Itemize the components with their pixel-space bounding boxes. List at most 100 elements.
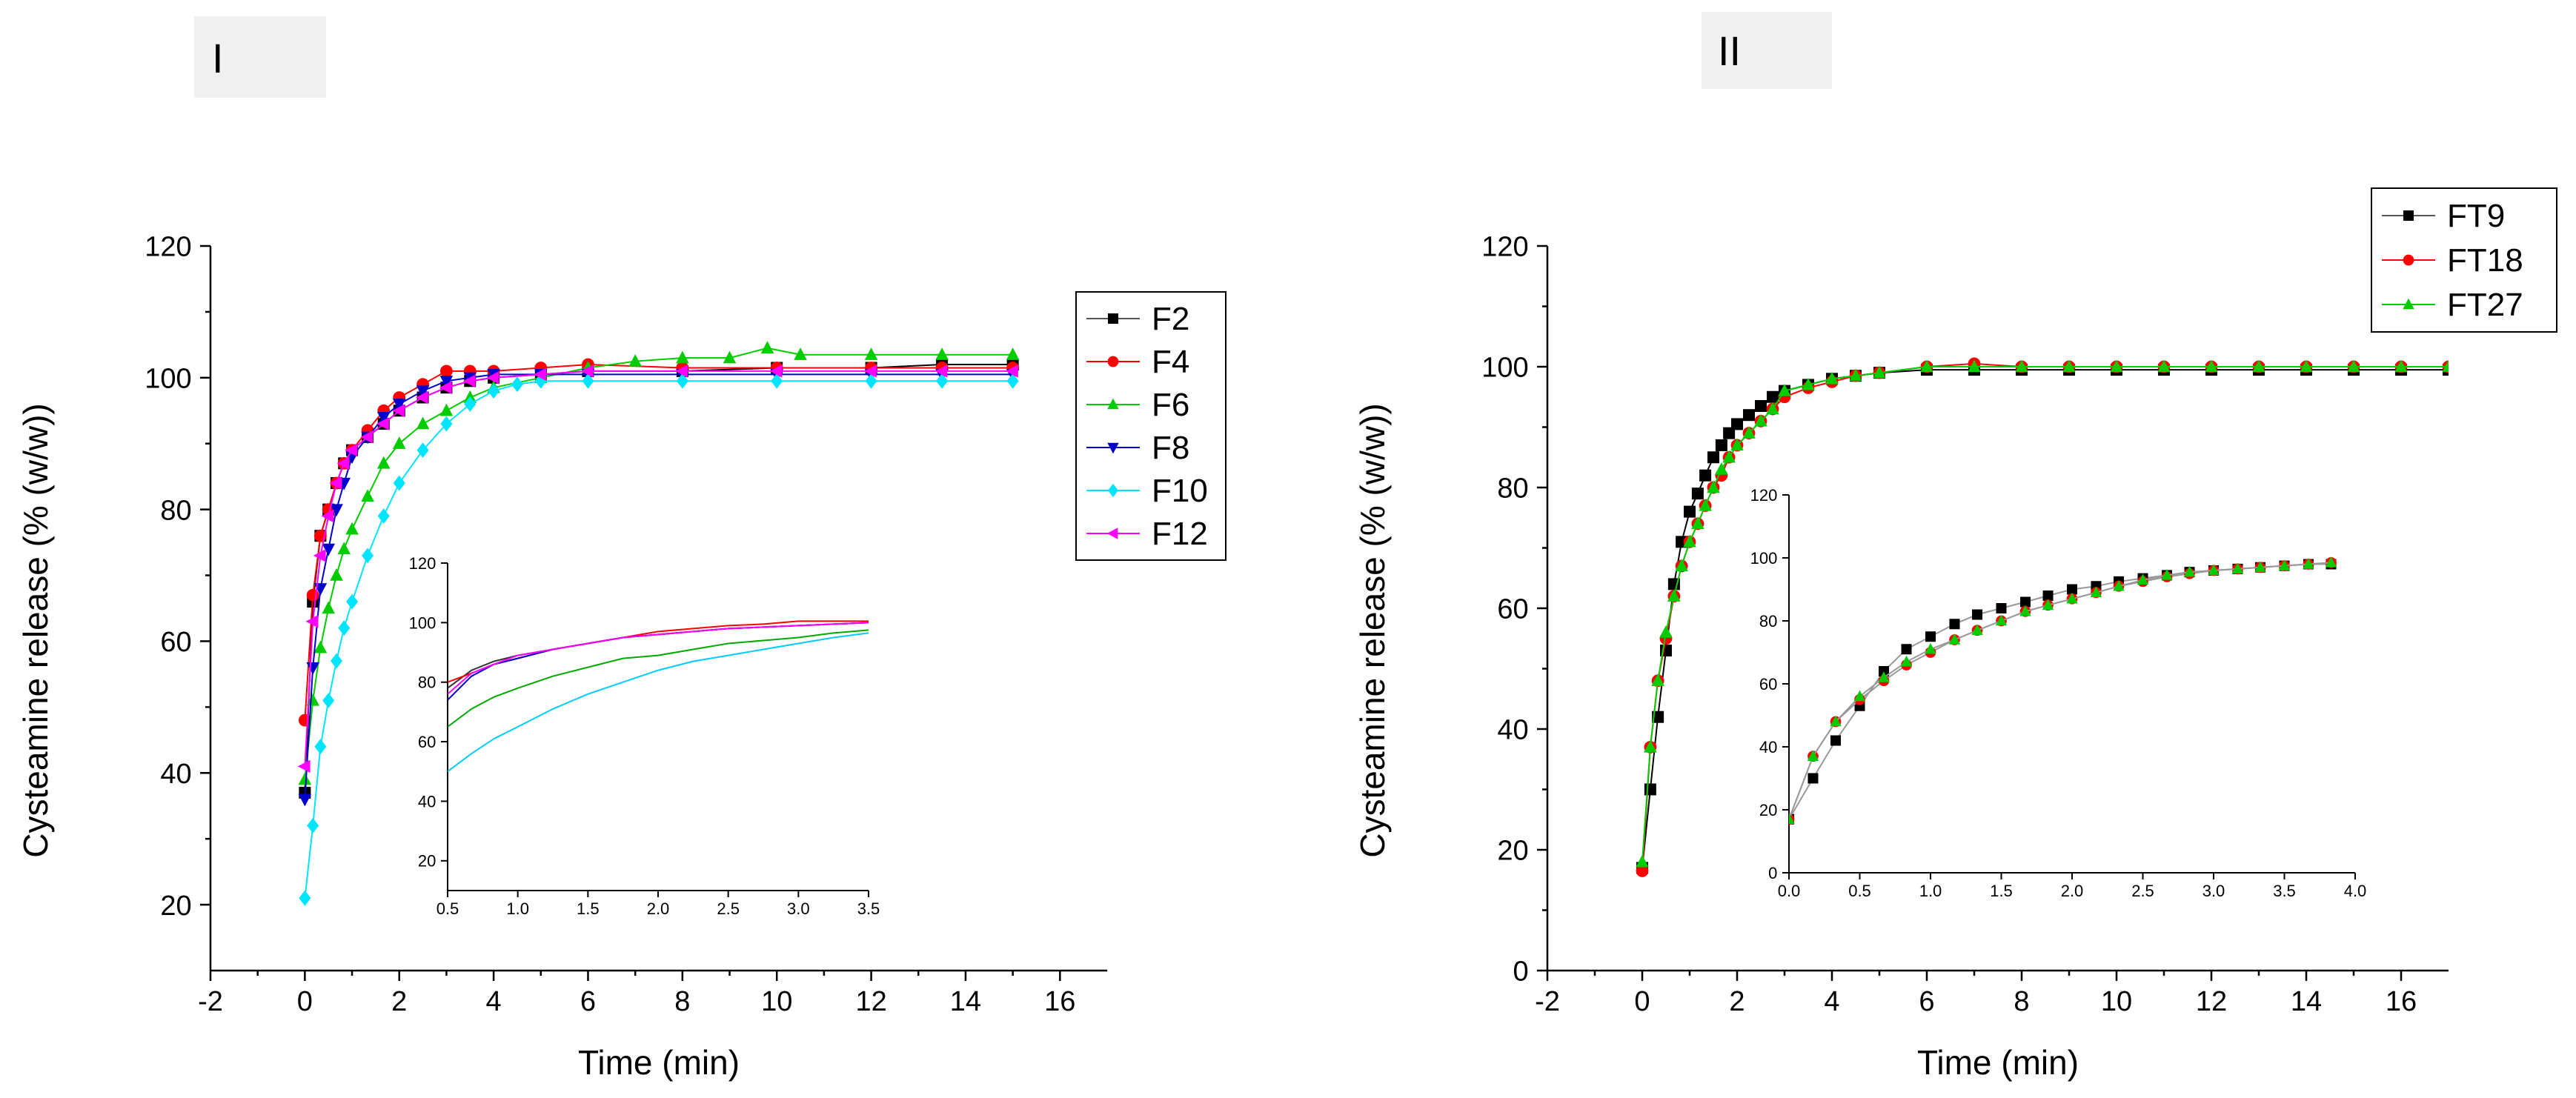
panel-II-inset-x-tick-label: 1.0 (1919, 882, 1942, 900)
panel-I-inset-line-F10 (448, 632, 869, 773)
panel-I-inset-series-F12 (448, 622, 869, 695)
panel-I-line-F2 (304, 364, 1013, 793)
panel-I-point-F10 (464, 396, 477, 412)
panel-II-x-tick-label: -2 (1535, 986, 1560, 1017)
panel-II-y-tick-label: 0 (1513, 956, 1528, 988)
panel-II-point-FT9 (1691, 488, 1704, 500)
panel-II-inset-point-FT27 (2231, 562, 2244, 574)
panel-II-inset-y-tick-label: 60 (1759, 675, 1777, 693)
panel-II-legend-marker (2403, 298, 2414, 310)
panel-II-inset-point-FT9 (2042, 590, 2054, 601)
panel-I-point-F10 (771, 373, 783, 389)
panel-II-point-FT27 (1920, 359, 1933, 373)
panel-I-point-F8 (392, 399, 406, 411)
panel-I-point-F10 (338, 620, 351, 636)
panel-I-point-F12 (360, 430, 374, 444)
panel-II-label: II (1702, 12, 1832, 89)
panel-II-point-FT9 (1723, 427, 1736, 439)
panel-II-point-FT9 (1731, 418, 1743, 430)
panel-I-point-F12 (935, 365, 948, 378)
panel-I-point-F12 (439, 381, 452, 394)
panel-I-point-F8 (416, 385, 430, 399)
panel-II-inset-point-FT9 (1807, 773, 1819, 784)
panel-II-inset-point-FT27 (1925, 642, 1936, 654)
panel-II-point-FT27 (2157, 359, 2171, 373)
panel-II-x-tick-label: 16 (2386, 986, 2417, 1017)
panel-I-inset-y-tick-label: 60 (418, 733, 436, 751)
panel-I-legend-item-F8: F8 (1086, 430, 1189, 466)
panel-II-inset-y-tick-label: 40 (1759, 738, 1777, 756)
panel-I-point-F6 (439, 403, 454, 416)
panel-II-inset: 0.0 0.5 1.0 1.5 2.0 2.5 3.0 3.5 4.0 0 20 40 60 80 100 1… (1750, 486, 2367, 900)
panel-II-inset-point-FT9 (2067, 584, 2077, 595)
panel-I-point-F12 (415, 390, 428, 405)
panel-I-point-F12 (392, 404, 405, 418)
panel-I-point-F6 (330, 568, 343, 581)
panel-I-point-F12 (486, 371, 499, 385)
panel-I-line-F8 (304, 373, 1013, 799)
panel-II-legend-label: FT27 (2447, 287, 2523, 323)
panel-II-inset-point-FT27 (2066, 592, 2078, 604)
panel-I-inset-series-F6 (448, 629, 869, 728)
panel-I-legend-label: F2 (1152, 301, 1189, 337)
panel-I-x-tick-label: 2 (391, 986, 407, 1017)
panel-II-x-tick-label: 12 (2196, 986, 2227, 1017)
panel-I-point-F12 (863, 365, 877, 378)
panel-I-point-F10 (1006, 373, 1019, 389)
panel-II-inset-point-FT27 (1900, 655, 1913, 667)
panel-II-point-FT27 (1659, 625, 1673, 638)
panel-I-label-text: I (212, 35, 224, 81)
panel-II-point-FT27 (1802, 377, 1815, 390)
panel-I-inset-line-F12 (448, 622, 869, 695)
panel-II-inset-point-FT27 (2090, 586, 2102, 598)
panel-II-x-tick-label: 4 (1824, 986, 1839, 1017)
panel-I-point-F6 (313, 640, 328, 653)
panel-I-x-tick-label: 0 (297, 986, 313, 1017)
panel-I-point-F10 (488, 383, 500, 399)
panel-I-point-F10 (377, 508, 390, 524)
panel-II-legend-marker (2403, 254, 2414, 266)
panel-I-point-F6 (416, 416, 430, 430)
panel-II-point-FT9 (1767, 390, 1779, 403)
panel-I-legend-label: F6 (1152, 387, 1189, 423)
panel-I-series-F6 (298, 341, 1020, 785)
panel-I-point-F12 (297, 759, 311, 773)
panel-II-inset-point-FT27 (2254, 561, 2266, 573)
panel-I-y-tick-label: 100 (145, 363, 191, 394)
panel-I-legend-label: F4 (1152, 344, 1189, 380)
panel-I-point-F6 (322, 601, 336, 614)
panel-II-x-tick-label: 6 (1919, 986, 1934, 1017)
panel-I-series-F2 (299, 359, 1019, 799)
panel-II-inset-series-FT27 (1789, 556, 2337, 825)
panel-I-point-F4 (306, 588, 319, 602)
panel-II-inset-point-FT27 (2183, 565, 2196, 577)
panel-II-point-FT27 (2252, 359, 2265, 373)
panel-I-label: I (194, 16, 326, 98)
panel-II-y-tick-label: 80 (1497, 473, 1528, 505)
panel-II-point-FT9 (1707, 451, 1719, 464)
panel-I-series-F8 (298, 369, 1020, 807)
panel-I-point-F12 (336, 456, 350, 470)
panel-II-inset-point-FT9 (1830, 735, 1842, 746)
panel-I-point-F6 (392, 436, 406, 449)
panel-II-point-FT9 (1715, 439, 1727, 451)
panel-I-point-F6 (676, 350, 689, 364)
panel-I-legend-item-F6: F6 (1086, 387, 1189, 423)
panel-I-inset-x-tick-label: 0.5 (436, 899, 459, 918)
panel-I-x-tick-label: 12 (855, 986, 886, 1017)
panel-I-x-tick-label: 6 (580, 986, 596, 1017)
panel-II-point-FT27 (2015, 359, 2028, 373)
panel-II-point-FT18 (1636, 865, 1649, 877)
panel-II-inset-x-tick-label: 2.5 (2131, 882, 2154, 900)
panel-I-point-F10 (582, 373, 594, 389)
panel-I-legend-item-F10: F10 (1086, 473, 1208, 509)
panel-II-legend-label: FT9 (2447, 198, 2505, 234)
panel-I-y-axis-label: Cysteamine release (% (w/w)) (16, 403, 55, 857)
panel-I-x-tick-label: 10 (761, 986, 792, 1017)
panel-I-y-tick-label: 60 (160, 627, 191, 658)
panel-I-x-tick-label: -2 (198, 986, 223, 1017)
panel-II-y-axis-label: Cysteamine release (% (w/w)) (1353, 403, 1392, 857)
panel-II-point-FT9 (1755, 399, 1767, 412)
